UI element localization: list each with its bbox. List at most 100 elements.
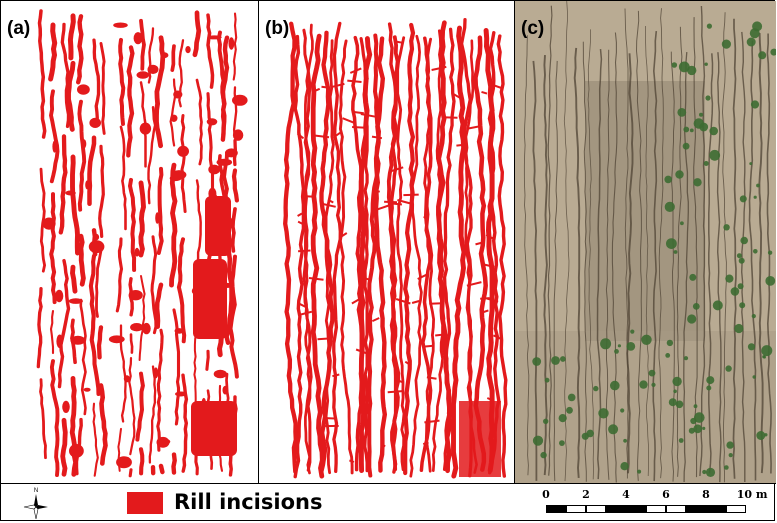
rill-furrow: [699, 5, 706, 477]
vegetation-clump: [620, 408, 625, 413]
rill-channel: [338, 39, 354, 475]
vegetation-clump: [566, 406, 573, 414]
vegetation-clump: [664, 201, 675, 212]
rill-crosslink: [452, 92, 461, 99]
rill-furrow: [722, 12, 727, 483]
rill-crosslink: [431, 65, 447, 71]
rill-furrow: [644, 26, 649, 477]
vegetation-clump: [738, 257, 745, 264]
rill-blob: [88, 240, 105, 254]
rill-segment: [158, 463, 165, 475]
rill-crosslink: [360, 113, 377, 118]
vegetation-clump: [706, 376, 715, 385]
rill-channel: [451, 25, 467, 479]
rill-segment: [69, 376, 79, 477]
rill-segment: [150, 235, 158, 335]
rill-furrow: [670, 51, 675, 482]
rill-channel: [332, 21, 342, 474]
rill-crosslink: [486, 397, 495, 402]
rill-segment: [169, 78, 177, 147]
vegetation-clump: [637, 469, 642, 474]
legend-bar: N Rill incisions 0 2 4 6 8 10 m: [1, 483, 776, 522]
rill-segment: [135, 371, 145, 442]
rill-crosslink: [466, 281, 482, 287]
rill-crosslink: [481, 90, 488, 95]
rill-furrow: [758, 33, 764, 474]
vegetation-clump: [756, 183, 760, 188]
rill-blob: [160, 52, 169, 59]
vegetation-clump: [723, 224, 730, 231]
rill-crosslink: [372, 188, 381, 193]
rill-furrow: [563, 1, 570, 482]
rill-furrow: [658, 8, 664, 479]
rill-blob: [128, 290, 143, 301]
rill-blob: [133, 32, 143, 45]
rill-channel: [473, 35, 488, 472]
rill-furrow: [543, 54, 548, 476]
rill-blob: [65, 190, 76, 196]
rill-segment: [39, 378, 47, 460]
rill-crosslink: [481, 263, 495, 268]
rill-furrow: [547, 5, 553, 476]
vegetation-clump: [705, 95, 711, 101]
rill-segment: [129, 333, 134, 354]
rill-segment: [231, 168, 239, 203]
rill-segment: [206, 13, 215, 89]
vegetation-clump: [666, 238, 677, 250]
vegetation-clump: [683, 126, 690, 133]
rill-crosslink: [327, 198, 334, 204]
rill-crosslink: [305, 195, 315, 198]
rill-crosslink: [317, 337, 331, 341]
vegetation-clump: [532, 435, 544, 446]
rill-segment: [67, 13, 76, 61]
rill-channel: [324, 39, 335, 475]
scale-bar: 0 2 4 6 8 10 m: [541, 484, 773, 522]
rill-crosslink: [426, 376, 437, 380]
rill-segment: [37, 9, 47, 139]
vegetation-clump: [544, 377, 550, 383]
rill-crosslink: [308, 277, 324, 281]
rill-crosslink: [404, 360, 412, 367]
rill-segment: [126, 45, 135, 158]
rill-crosslink: [342, 117, 356, 125]
rill-furrow: [748, 40, 757, 481]
rill-segment: [49, 89, 60, 184]
vegetation-clump: [728, 453, 733, 458]
rill-crosslink: [456, 143, 468, 147]
rill-segment: [96, 325, 104, 360]
vegetation-clump: [749, 162, 753, 166]
vegetation-clump: [703, 161, 709, 166]
rill-blob: [70, 335, 86, 345]
rill-blob: [177, 145, 190, 157]
north-label: N: [34, 488, 38, 494]
rill-map-b: [283, 17, 508, 479]
vegetation-clump: [689, 273, 697, 281]
scale-bar-segment: [666, 505, 686, 513]
rill-crosslink: [332, 373, 340, 378]
rill-crosslink: [319, 202, 336, 208]
rill-segment: [128, 468, 133, 478]
rill-segment: [232, 86, 238, 137]
scale-bar-segment: [686, 505, 706, 513]
scale-tick-label: 2: [582, 488, 590, 501]
rill-blob: [207, 35, 222, 40]
scale-tick-label: 10 m: [736, 488, 768, 501]
rill-segment: [70, 154, 80, 256]
rill-crosslink: [314, 87, 321, 93]
vegetation-clump: [753, 249, 758, 254]
rill-blob: [68, 298, 83, 304]
rill-segment: [156, 166, 164, 255]
rill-furrow: [693, 17, 698, 478]
vegetation-clump: [725, 365, 732, 372]
rill-segment: [230, 207, 237, 253]
rill-segment: [169, 162, 178, 288]
vegetation-clump: [753, 195, 757, 199]
rill-segment: [148, 365, 157, 464]
scale-bar-segment: [706, 505, 726, 513]
rill-segment: [154, 282, 164, 330]
rill-crosslink: [297, 212, 303, 217]
scale-bar-segment: [726, 505, 746, 513]
vegetation-clump: [678, 438, 684, 443]
rill-segment: [220, 35, 230, 142]
rill-segment: [205, 349, 210, 371]
